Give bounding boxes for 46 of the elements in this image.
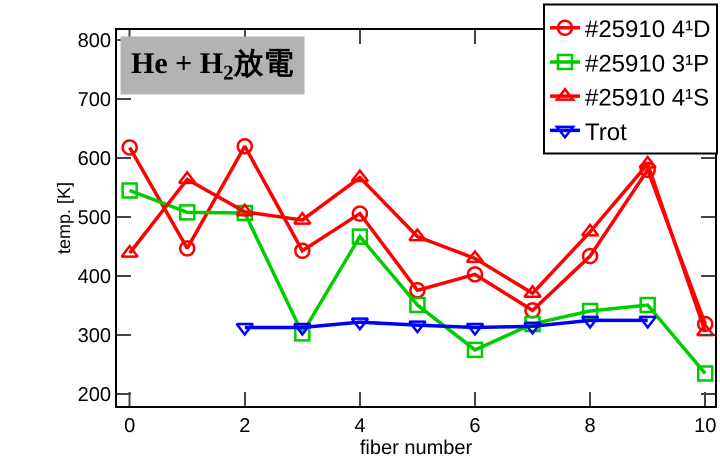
legend-label: #25910 3¹P <box>584 50 710 78</box>
y-tick-label: 700 <box>78 89 111 112</box>
x-tick-label: 10 <box>694 415 716 437</box>
point <box>409 282 426 299</box>
point <box>639 296 656 314</box>
point <box>580 224 600 237</box>
point <box>638 316 657 329</box>
x-tick-label: 8 <box>584 415 596 437</box>
legend-label: #25910 4¹D <box>584 16 710 44</box>
y-tick-label: 600 <box>78 148 111 170</box>
point <box>582 248 598 264</box>
point <box>294 242 311 260</box>
point <box>350 169 370 182</box>
point <box>523 322 542 335</box>
x-axis-title: fiber number <box>360 437 472 459</box>
annotation: He + H$_{2}$放電 <box>131 47 294 84</box>
point <box>293 322 312 336</box>
legend-label: Trot <box>584 118 628 146</box>
point <box>236 138 254 155</box>
point <box>121 139 138 156</box>
x-tick-label: 4 <box>354 415 366 437</box>
point <box>580 316 600 329</box>
y-tick-label: 500 <box>78 207 111 230</box>
point <box>408 320 427 334</box>
point <box>696 316 714 332</box>
y-tick-label: 800 <box>78 30 111 52</box>
point <box>409 296 426 314</box>
x-tick-label: 2 <box>239 415 250 437</box>
point <box>466 342 484 358</box>
y-tick-label: 400 <box>78 266 111 288</box>
point <box>178 240 196 257</box>
point <box>352 205 368 222</box>
y-tick-label: 300 <box>78 325 111 348</box>
legend-label: #25910 4¹S <box>584 84 710 112</box>
point <box>121 182 138 199</box>
y-axis-title: temp. [K] <box>54 182 74 254</box>
point <box>350 317 370 330</box>
point <box>638 156 657 169</box>
point <box>466 322 484 336</box>
y-tick-label: 200 <box>78 384 111 406</box>
point <box>178 204 196 221</box>
x-tick-label: 0 <box>124 415 136 437</box>
point <box>466 266 484 283</box>
point <box>352 228 368 245</box>
x-tick-label: 6 <box>469 415 481 437</box>
point <box>696 365 714 382</box>
